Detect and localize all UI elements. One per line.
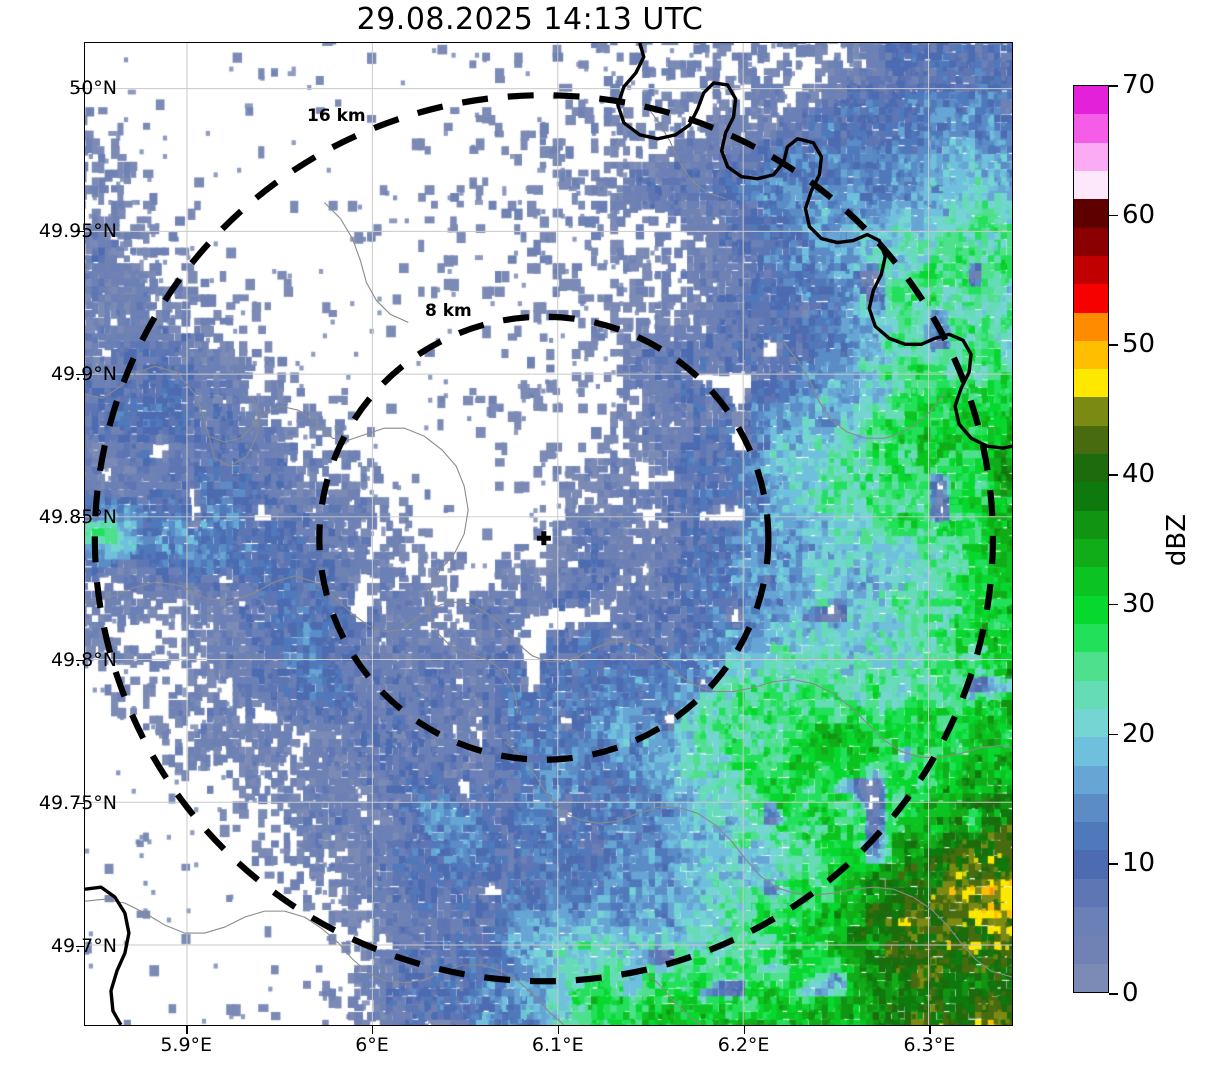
colorbar-band xyxy=(1074,822,1108,851)
colorbar-band xyxy=(1074,539,1108,568)
colorbar-band xyxy=(1074,963,1108,992)
x-axis-tick-label: 5.9°E xyxy=(160,1034,213,1056)
regional-border xyxy=(85,365,262,467)
colorbar-band xyxy=(1074,567,1108,596)
national-border-lines xyxy=(85,43,1012,1025)
colorbar-band xyxy=(1074,680,1108,709)
x-axis-tick-label: 6.3°E xyxy=(903,1034,956,1056)
range-ring-8km xyxy=(316,313,772,763)
colorbar-band xyxy=(1074,482,1108,511)
colorbar-tick xyxy=(1109,993,1118,995)
colorbar-band xyxy=(1074,623,1108,653)
regional-border xyxy=(85,898,565,1025)
colorbar-tick xyxy=(1109,603,1118,606)
gridlines xyxy=(85,43,1012,1025)
y-axis-tick xyxy=(76,802,84,805)
y-axis-tick xyxy=(76,230,84,233)
colorbar-band xyxy=(1074,595,1108,624)
colorbar-band xyxy=(1074,878,1108,908)
colorbar-bands xyxy=(1074,86,1108,992)
colorbar-band xyxy=(1074,454,1108,483)
colorbar-band xyxy=(1074,397,1108,426)
range-ring-label-16km: 16 km xyxy=(307,106,366,126)
x-axis-tick xyxy=(557,1026,560,1034)
x-axis-tick-label: 6.2°E xyxy=(717,1034,770,1056)
colorbar-band xyxy=(1074,907,1108,936)
colorbar-tick-label: 0 xyxy=(1122,978,1139,1008)
colorbar-band xyxy=(1074,510,1108,539)
colorbar-band xyxy=(1074,142,1108,171)
range-ring-label-8km: 8 km xyxy=(425,301,472,321)
regional-border xyxy=(324,202,409,323)
colorbar-band xyxy=(1074,793,1108,823)
regional-border xyxy=(643,102,726,200)
x-axis-tick-label: 6°E xyxy=(355,1034,389,1056)
y-axis-tick xyxy=(76,516,84,519)
colorbar-band xyxy=(1074,652,1108,681)
colorbar-band xyxy=(1074,425,1108,455)
regional-border xyxy=(85,575,415,633)
x-axis-tick xyxy=(929,1026,931,1034)
colorbar-band xyxy=(1074,765,1108,794)
colorbar-band xyxy=(1074,340,1108,370)
map-overlay-layer xyxy=(85,43,1012,1025)
colorbar-band xyxy=(1074,114,1108,143)
national-border-southwest xyxy=(85,885,131,1025)
radar-plot: 8 km 16 km xyxy=(84,42,1013,1026)
y-axis-tick xyxy=(76,373,84,376)
colorbar-band xyxy=(1074,737,1108,766)
regional-border xyxy=(413,601,1012,759)
colorbar-band xyxy=(1074,170,1108,200)
colorbar-tick-label: 60 xyxy=(1122,199,1156,230)
x-axis-tick xyxy=(743,1026,745,1034)
radar-site-marker xyxy=(536,531,551,546)
national-border-north xyxy=(616,43,1012,450)
colorbar-band xyxy=(1074,227,1108,256)
regional-border xyxy=(503,741,1012,978)
colorbar-band xyxy=(1074,850,1108,879)
colorbar-tick xyxy=(1109,214,1118,217)
colorbar-band xyxy=(1074,708,1108,738)
colorbar-tick-label: 20 xyxy=(1122,718,1156,749)
colorbar-tick-label: 40 xyxy=(1122,459,1156,490)
y-axis-tick xyxy=(76,659,84,662)
y-axis-tick-label: 50°N xyxy=(69,76,117,99)
range-ring-16km xyxy=(91,92,996,985)
colorbar-tick xyxy=(1109,85,1118,87)
colorbar-tick xyxy=(1109,863,1118,865)
x-axis-tick xyxy=(371,1026,374,1034)
y-axis-tick xyxy=(76,87,84,90)
colorbar-band xyxy=(1074,935,1108,964)
colorbar-band xyxy=(1074,86,1108,115)
regional-border xyxy=(643,970,702,1025)
colorbar xyxy=(1073,85,1109,993)
colorbar-tick-label: 10 xyxy=(1122,848,1156,879)
colorbar-band xyxy=(1074,312,1108,341)
colorbar-band xyxy=(1074,255,1108,285)
colorbar-tick xyxy=(1109,733,1118,736)
colorbar-tick-label: 50 xyxy=(1122,329,1156,360)
colorbar-band xyxy=(1074,199,1108,228)
colorbar-band xyxy=(1074,284,1108,313)
x-axis-tick xyxy=(186,1026,188,1034)
colorbar-tick xyxy=(1109,474,1118,476)
y-axis-tick xyxy=(76,945,84,948)
regional-border xyxy=(783,342,946,439)
page-title: 29.08.2025 14:13 UTC xyxy=(356,2,704,37)
colorbar-title: dBZ xyxy=(1162,513,1192,567)
colorbar-band xyxy=(1074,369,1108,398)
regional-border-lines xyxy=(85,102,1012,1025)
x-axis-tick-label: 6.1°E xyxy=(531,1034,584,1056)
colorbar-tick-label: 70 xyxy=(1122,70,1156,100)
range-rings xyxy=(91,92,996,985)
regional-border xyxy=(208,405,519,714)
radar-reflectivity-layer xyxy=(85,43,1012,1025)
colorbar-tick-label: 30 xyxy=(1122,588,1156,619)
radar-echo-canvas xyxy=(85,43,1012,1025)
colorbar-tick xyxy=(1109,344,1118,347)
